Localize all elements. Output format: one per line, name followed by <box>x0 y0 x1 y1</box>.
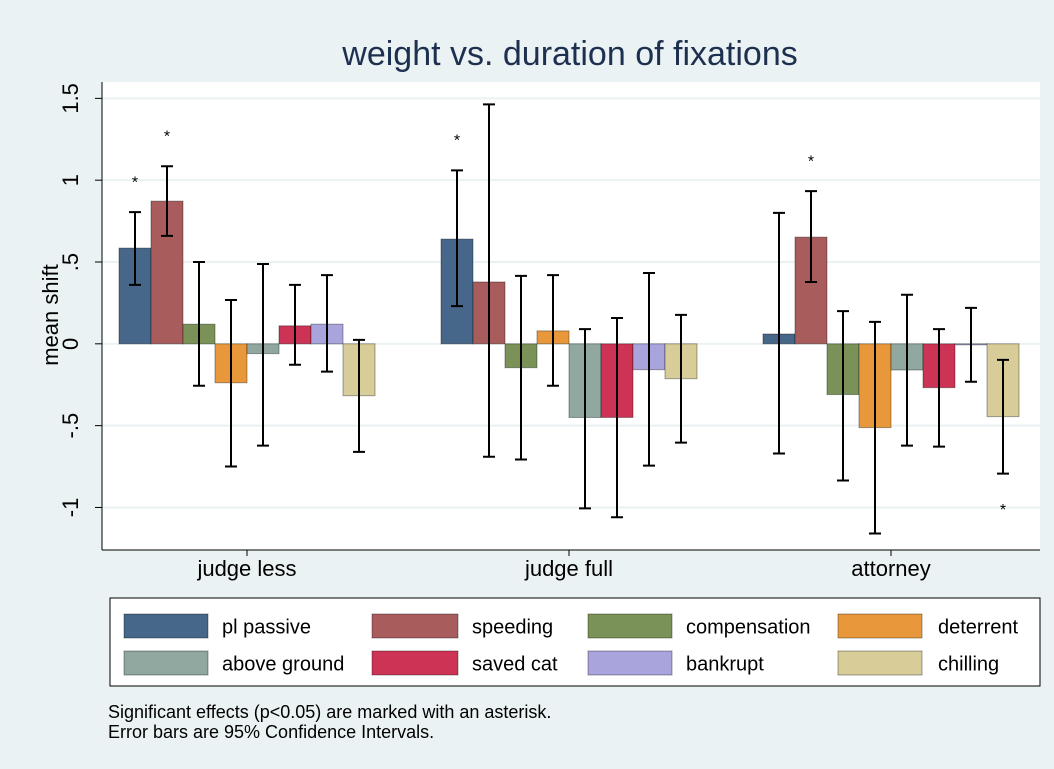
y-tick-label: 0 <box>58 338 83 350</box>
note: Significant effects (p<0.05) are marked … <box>108 702 551 722</box>
error-bar <box>225 298 237 468</box>
y-tick-label: 1 <box>58 174 83 186</box>
x-tick-label: judge less <box>196 556 296 581</box>
error-bar <box>483 103 495 458</box>
error-bar <box>869 320 881 535</box>
legend-label: saved cat <box>472 653 558 675</box>
error-bar <box>129 211 141 286</box>
error-bar <box>773 211 785 455</box>
error-bar <box>547 274 559 387</box>
y-tick-label: 1.5 <box>58 83 83 114</box>
error-bar <box>161 165 173 237</box>
legend-label: above ground <box>222 653 344 675</box>
error-bar <box>643 271 655 467</box>
legend-label: compensation <box>686 616 811 638</box>
legend-swatch <box>587 650 673 676</box>
legend-swatch <box>837 650 923 676</box>
legend-swatch <box>371 613 459 639</box>
error-bar <box>611 316 623 519</box>
legend-label: speeding <box>472 616 553 638</box>
legend-swatch <box>587 613 673 639</box>
y-tick-label: -.5 <box>58 413 83 439</box>
error-bar <box>675 313 687 444</box>
significance-marker: * <box>808 153 814 170</box>
legend-label: pl passive <box>222 616 311 638</box>
error-bar <box>321 274 333 373</box>
error-bar <box>805 190 817 283</box>
error-bar <box>997 358 1009 475</box>
error-bar <box>579 328 591 510</box>
error-bar <box>837 310 849 482</box>
legend-label: chilling <box>938 653 999 675</box>
significance-marker: * <box>132 174 138 191</box>
error-bar <box>965 306 977 383</box>
legend-swatch <box>837 613 923 639</box>
note: Error bars are 95% Confidence Intervals. <box>108 722 434 742</box>
significance-marker: * <box>164 128 170 145</box>
significance-marker: * <box>454 133 460 150</box>
error-bar <box>933 328 945 448</box>
legend-swatch <box>123 613 209 639</box>
error-bar <box>451 169 463 308</box>
plot-area <box>102 82 1040 550</box>
x-tick-label: attorney <box>851 556 931 581</box>
y-tick-label: -1 <box>58 498 83 518</box>
error-bar <box>289 283 301 366</box>
error-bar <box>515 274 527 461</box>
y-tick-label: .5 <box>58 253 83 271</box>
error-bar <box>353 338 365 453</box>
legend-swatch <box>123 650 209 676</box>
y-axis-title: mean shift <box>38 264 63 366</box>
legend-label: bankrupt <box>686 653 764 675</box>
error-bar <box>257 262 269 447</box>
x-tick-label: judge full <box>524 556 613 581</box>
legend-swatch <box>371 650 459 676</box>
error-bar <box>193 261 205 387</box>
error-bar <box>901 293 913 447</box>
chart-title: weight vs. duration of fixations <box>341 35 797 73</box>
significance-marker: * <box>1000 502 1006 519</box>
legend-label: deterrent <box>938 616 1018 638</box>
